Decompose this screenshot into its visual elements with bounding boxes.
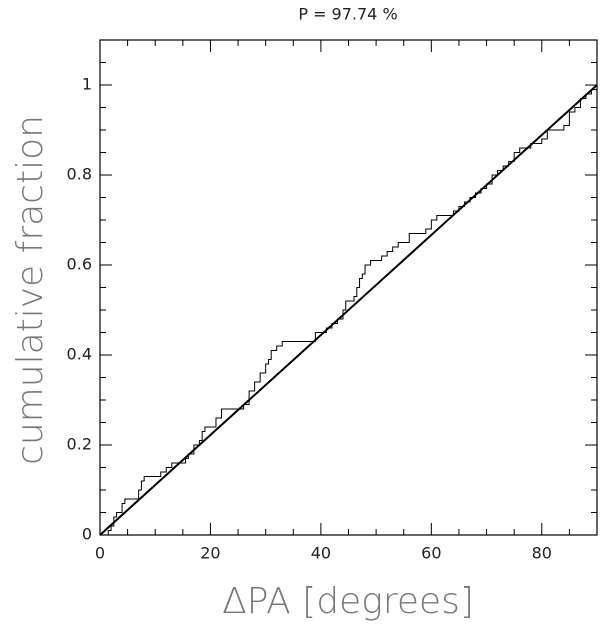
- chart-title: P = 97.74 %: [298, 5, 397, 24]
- cdf-step-line: [100, 85, 598, 536]
- x-axis-label: ΔPA [degrees]: [222, 581, 474, 622]
- x-tick-label: 20: [200, 544, 220, 563]
- y-tick-label: 1: [82, 75, 92, 94]
- y-tick-label: 0.4: [67, 345, 92, 364]
- y-tick-label: 0.6: [67, 255, 92, 274]
- x-tick-label: 40: [311, 544, 331, 563]
- x-tick-label: 60: [421, 544, 441, 563]
- reference-line: [99, 84, 598, 536]
- y-tick-label: 0: [82, 525, 92, 544]
- y-tick-label: 0.2: [67, 435, 92, 454]
- y-axis-label: cumulative fraction: [10, 115, 51, 465]
- plot-frame: [99, 39, 598, 536]
- x-tick-label: 0: [95, 544, 105, 563]
- y-tick-label: 0.8: [67, 165, 92, 184]
- x-tick-label: 80: [532, 544, 552, 563]
